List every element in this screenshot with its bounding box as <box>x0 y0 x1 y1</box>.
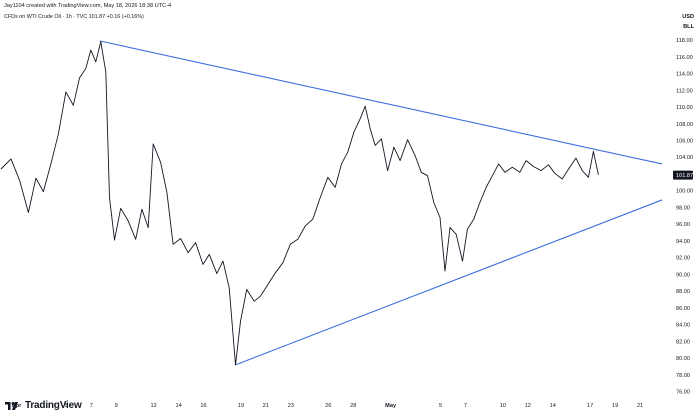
x-tick-label: 19 <box>612 403 618 409</box>
brand-name: TradingView <box>25 400 82 411</box>
symbol-info[interactable]: CFDs on WTI Crude Oil · 1h · TVC 101.87 … <box>4 14 144 20</box>
y-tick-label: 106.00 <box>676 139 693 145</box>
y-tick-label: 110.00 <box>676 105 693 111</box>
y-tick-label: 86.00 <box>676 306 690 312</box>
y-tick-label: 116.00 <box>676 55 693 61</box>
y-tick-label: 100.00 <box>676 189 693 195</box>
x-tick-label: 10 <box>500 403 506 409</box>
trendline-lower <box>235 199 663 366</box>
x-tick-label: 7 <box>90 403 93 409</box>
x-tick-label: 19 <box>238 403 244 409</box>
currency-label[interactable]: USD <box>682 14 694 20</box>
y-tick-label: 78.00 <box>676 373 690 379</box>
x-tick-label: 5 <box>65 403 68 409</box>
x-tick-label: 5 <box>439 403 442 409</box>
y-tick-label: 114.00 <box>676 72 693 78</box>
x-tick-label: 23 <box>288 403 294 409</box>
tradingview-brand[interactable]: TradingView <box>4 400 82 411</box>
y-tick-label: 104.00 <box>676 155 693 161</box>
x-tick-label: 12 <box>151 403 157 409</box>
last-price-label: 101.87 <box>676 173 693 179</box>
axis-mode-label[interactable]: BLL <box>683 24 694 30</box>
x-tick-label: 14 <box>175 403 181 409</box>
x-tick-label: 26 <box>325 403 331 409</box>
tradingview-logo-icon <box>5 401 18 410</box>
x-tick-label: 21 <box>263 403 269 409</box>
y-tick-label: 112.00 <box>676 88 693 94</box>
y-tick-label: 90.00 <box>676 272 690 278</box>
x-tick-label: 9 <box>115 403 118 409</box>
price-series-line <box>0 41 599 366</box>
x-tick-label: 21 <box>637 403 643 409</box>
creator-line: Jay1104 created with TradingView.com, Ma… <box>4 3 172 9</box>
series-layer <box>0 41 599 366</box>
last-price-layer: 101.87 <box>673 170 693 180</box>
y-axis[interactable]: 118.00 116.00 114.00 112.00 110.00 108.00 106.… <box>676 38 693 396</box>
x-tick-label: 28 <box>350 403 356 409</box>
trendline-layer <box>99 40 663 366</box>
x-axis[interactable]: Apr 5 7 9 12 14 16 19 21 23 26 28 May 5 7 10 12 14 17 19 21 <box>12 403 644 409</box>
x-tick-label: Apr <box>12 403 22 409</box>
last-price-tag <box>673 170 693 180</box>
x-tick-label: 12 <box>525 403 531 409</box>
y-tick-label: 92.00 <box>676 256 690 262</box>
y-tick-label: 94.00 <box>676 239 690 245</box>
x-tick-label: 7 <box>464 403 467 409</box>
y-tick-label: 82.00 <box>676 339 690 345</box>
x-tick-label: 14 <box>550 403 556 409</box>
x-tick-label: 17 <box>587 403 593 409</box>
y-tick-label: 96.00 <box>676 222 690 228</box>
trendline-upper <box>99 40 663 165</box>
y-tick-label: 88.00 <box>676 289 690 295</box>
y-tick-label: 76.00 <box>676 390 690 396</box>
y-tick-label: 84.00 <box>676 323 690 329</box>
y-tick-label: 80.00 <box>676 356 690 362</box>
x-tick-label: May <box>385 403 397 409</box>
x-tick-label: 16 <box>200 403 206 409</box>
y-tick-label: 118.00 <box>676 38 693 44</box>
y-tick-label: 108.00 <box>676 122 693 128</box>
y-tick-label: 98.00 <box>676 205 690 211</box>
